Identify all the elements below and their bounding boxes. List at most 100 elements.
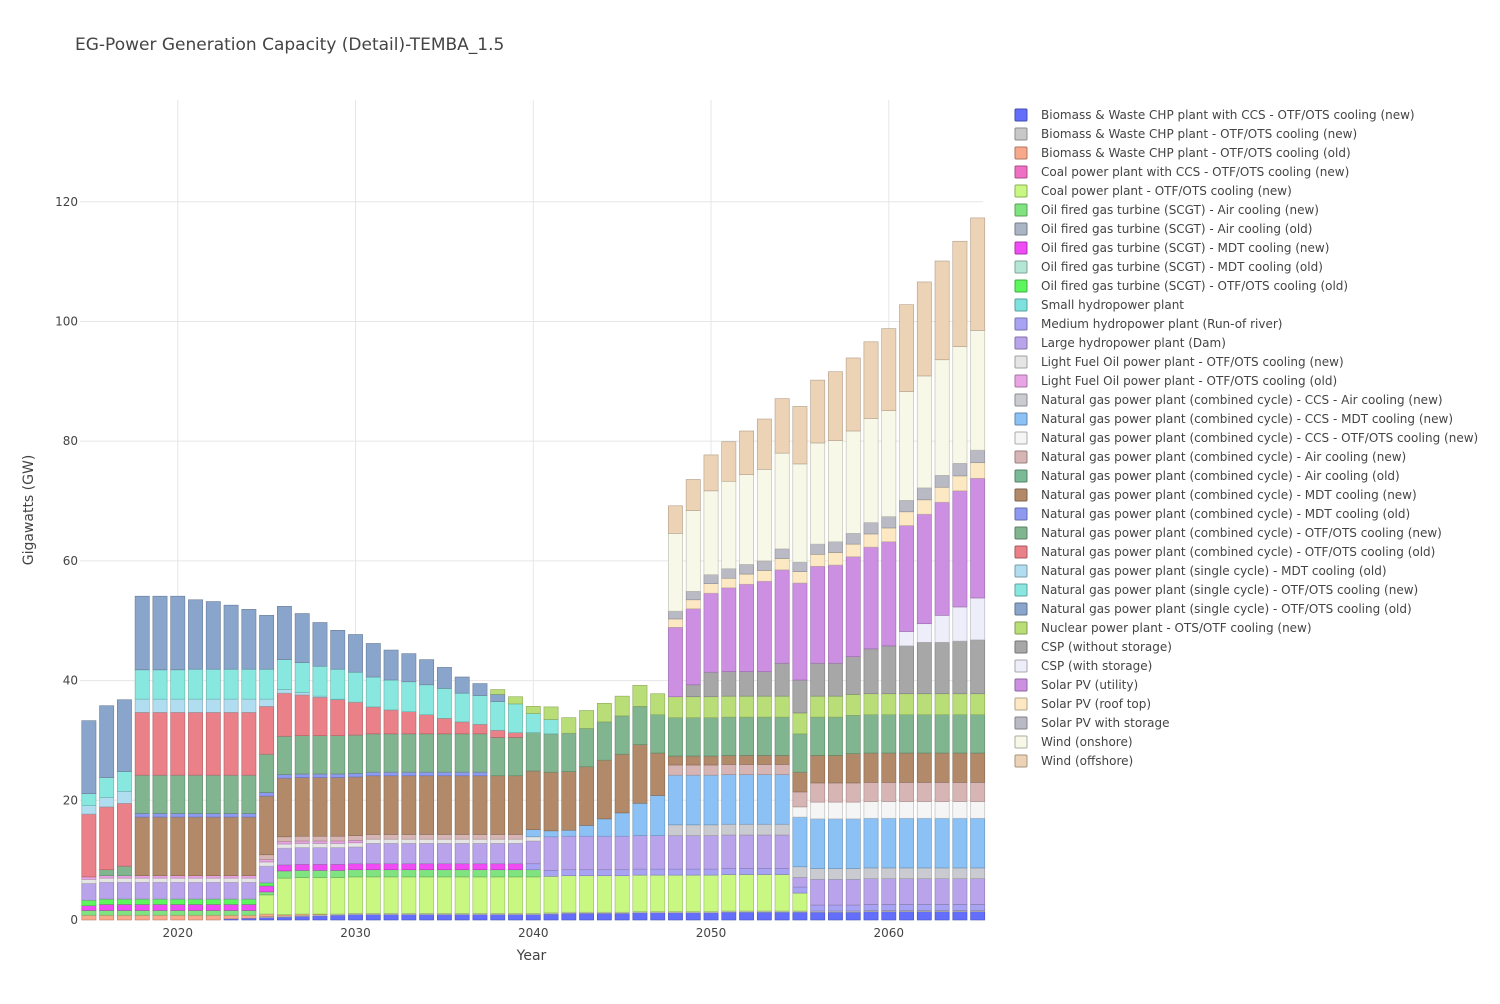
bar-segment[interactable] bbox=[863, 418, 879, 523]
bar-segment[interactable] bbox=[241, 898, 257, 905]
bar-segment[interactable] bbox=[490, 834, 506, 840]
legend-item[interactable]: Biomass & Waste CHP plant - OTF/OTS cool… bbox=[1014, 146, 1351, 160]
bar-segment[interactable] bbox=[685, 510, 701, 592]
bar-segment[interactable] bbox=[205, 774, 221, 814]
bar-segment[interactable] bbox=[383, 679, 399, 711]
bar-segment[interactable] bbox=[828, 868, 843, 880]
bar-segment[interactable] bbox=[685, 835, 701, 870]
bar-segment[interactable] bbox=[454, 914, 470, 921]
bar-segment[interactable] bbox=[668, 868, 683, 876]
bar-segment[interactable] bbox=[383, 914, 399, 921]
bar-segment[interactable] bbox=[490, 838, 506, 844]
bar-segment[interactable] bbox=[792, 892, 808, 912]
bar-segment[interactable] bbox=[259, 913, 275, 917]
bar-segment[interactable] bbox=[739, 774, 754, 825]
bar-segment[interactable] bbox=[543, 870, 559, 877]
bar-segment[interactable] bbox=[916, 782, 932, 802]
bar-segment[interactable] bbox=[952, 714, 968, 754]
bar-segment[interactable] bbox=[916, 817, 932, 869]
bar-segment[interactable] bbox=[525, 829, 541, 838]
bar-segment[interactable] bbox=[188, 914, 203, 921]
bar-segment[interactable] bbox=[81, 878, 97, 884]
bar-segment[interactable] bbox=[774, 662, 790, 697]
bar-segment[interactable] bbox=[614, 913, 630, 921]
bar-segment[interactable] bbox=[756, 468, 772, 562]
bar-segment[interactable] bbox=[970, 714, 986, 754]
bar-segment[interactable] bbox=[703, 583, 719, 594]
legend-item[interactable]: Oil fired gas turbine (SCGT) - MDT cooli… bbox=[1014, 241, 1329, 255]
bar-segment[interactable] bbox=[383, 876, 399, 914]
bar-segment[interactable] bbox=[916, 693, 932, 716]
bar-segment[interactable] bbox=[916, 375, 932, 489]
bar-segment[interactable] bbox=[685, 696, 701, 718]
bar-segment[interactable] bbox=[81, 914, 97, 921]
bar-segment[interactable] bbox=[436, 775, 452, 835]
bar-segment[interactable] bbox=[170, 914, 186, 921]
bar-segment[interactable] bbox=[828, 801, 843, 820]
bar-segment[interactable] bbox=[739, 764, 754, 775]
bar-segment[interactable] bbox=[472, 834, 488, 840]
bar-segment[interactable] bbox=[739, 583, 754, 672]
bar-segment[interactable] bbox=[863, 522, 879, 535]
bar-segment[interactable] bbox=[188, 898, 203, 905]
bar-segment[interactable] bbox=[223, 668, 239, 700]
bar-segment[interactable] bbox=[668, 764, 683, 776]
bar-segment[interactable] bbox=[756, 823, 772, 836]
bar-segment[interactable] bbox=[756, 570, 772, 582]
bar-segment[interactable] bbox=[490, 843, 506, 865]
bar-segment[interactable] bbox=[899, 904, 914, 911]
bar-segment[interactable] bbox=[525, 770, 541, 830]
bar-segment[interactable] bbox=[436, 733, 452, 773]
bar-segment[interactable] bbox=[454, 692, 470, 723]
bar-segment[interactable] bbox=[614, 695, 630, 717]
bar-segment[interactable] bbox=[419, 771, 435, 777]
bar-segment[interactable] bbox=[170, 774, 186, 814]
bar-segment[interactable] bbox=[525, 706, 541, 714]
bar-segment[interactable] bbox=[490, 694, 506, 702]
bar-segment[interactable] bbox=[703, 868, 719, 876]
bar-segment[interactable] bbox=[881, 782, 897, 802]
bar-segment[interactable] bbox=[259, 865, 275, 884]
bar-segment[interactable] bbox=[561, 875, 577, 913]
bar-segment[interactable] bbox=[650, 912, 666, 921]
bar-segment[interactable] bbox=[134, 774, 150, 814]
bar-segment[interactable] bbox=[330, 773, 346, 778]
bar-segment[interactable] bbox=[81, 793, 97, 806]
bar-segment[interactable] bbox=[401, 775, 417, 835]
bar-segment[interactable] bbox=[792, 791, 808, 808]
bar-segment[interactable] bbox=[348, 835, 363, 841]
bar-segment[interactable] bbox=[756, 418, 772, 470]
bar-segment[interactable] bbox=[312, 777, 328, 837]
bar-segment[interactable] bbox=[543, 706, 559, 720]
bar-segment[interactable] bbox=[419, 775, 435, 835]
bar-segment[interactable] bbox=[454, 876, 470, 914]
bar-segment[interactable] bbox=[419, 838, 435, 844]
bar-segment[interactable] bbox=[348, 876, 363, 914]
bar-segment[interactable] bbox=[170, 813, 186, 818]
bar-segment[interactable] bbox=[525, 713, 541, 733]
bar-segment[interactable] bbox=[952, 817, 968, 869]
bar-segment[interactable] bbox=[952, 240, 968, 347]
bar-segment[interactable] bbox=[863, 341, 879, 419]
bar-segment[interactable] bbox=[472, 733, 488, 773]
bar-segment[interactable] bbox=[916, 499, 932, 515]
bar-segment[interactable] bbox=[881, 714, 897, 754]
bar-segment[interactable] bbox=[952, 346, 968, 464]
bar-segment[interactable] bbox=[774, 874, 790, 912]
bar-segment[interactable] bbox=[259, 861, 275, 867]
bar-segment[interactable] bbox=[899, 391, 914, 501]
bar-segment[interactable] bbox=[348, 840, 363, 844]
bar-segment[interactable] bbox=[401, 876, 417, 914]
bar-segment[interactable] bbox=[828, 552, 843, 566]
bar-segment[interactable] bbox=[134, 914, 150, 921]
bar-segment[interactable] bbox=[899, 782, 914, 802]
bar-segment[interactable] bbox=[348, 734, 363, 774]
bar-segment[interactable] bbox=[543, 876, 559, 914]
bar-segment[interactable] bbox=[774, 695, 790, 718]
bar-segment[interactable] bbox=[561, 829, 577, 837]
bar-segment[interactable] bbox=[188, 904, 203, 911]
bar-segment[interactable] bbox=[863, 867, 879, 880]
bar-segment[interactable] bbox=[241, 875, 257, 879]
bar-segment[interactable] bbox=[668, 912, 683, 921]
bar-segment[interactable] bbox=[223, 875, 239, 879]
